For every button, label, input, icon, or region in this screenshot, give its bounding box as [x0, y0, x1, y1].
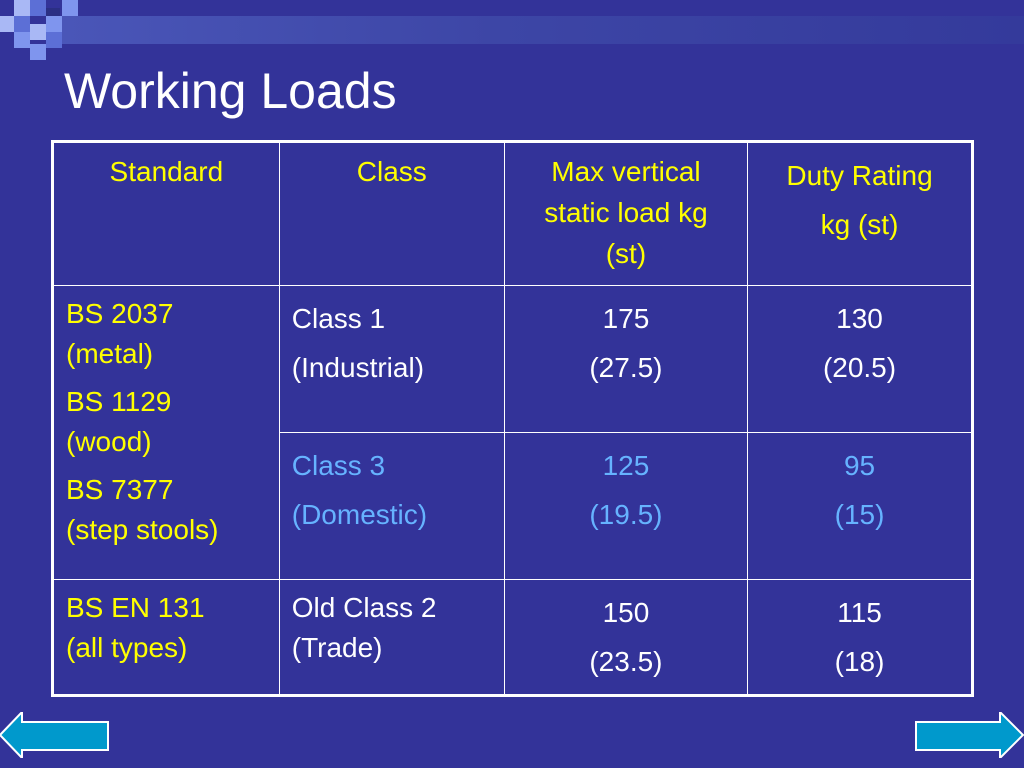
table-header-row: Standard Class Max vertical static load …	[52, 141, 973, 286]
decorative-band	[60, 16, 1024, 44]
max-load-cell: 175 (27.5)	[503, 285, 749, 433]
standard-material: (metal)	[66, 338, 154, 369]
max-load-kg: 125	[602, 450, 650, 481]
arrow-left-icon	[0, 712, 109, 758]
class-type: (Trade)	[291, 632, 383, 663]
duty-kg: 115	[837, 597, 882, 628]
header-duty-line: Duty Rating	[786, 160, 933, 191]
next-slide-button[interactable]	[914, 712, 1024, 758]
standard-name: BS 2037	[66, 298, 174, 329]
duty-st: (18)	[834, 646, 885, 677]
working-loads-table: Standard Class Max vertical static load …	[51, 140, 974, 697]
class-type: (Industrial)	[291, 352, 425, 383]
duty-st: (15)	[834, 499, 885, 530]
standard-name: BS 7377	[66, 474, 174, 505]
header-max-load: Max vertical static load kg (st)	[503, 141, 749, 286]
previous-slide-button[interactable]	[0, 712, 109, 758]
class-cell: Old Class 2 (Trade)	[278, 579, 505, 696]
max-load-kg: 175	[602, 303, 650, 334]
duty-kg: 95	[843, 450, 876, 481]
class-type: (Domestic)	[291, 499, 428, 530]
max-load-kg: 150	[602, 597, 650, 628]
class-cell: Class 3 (Domestic)	[278, 432, 505, 580]
standard-material: (step stools)	[66, 514, 219, 545]
header-class: Class	[278, 141, 505, 286]
duty-cell: 130 (20.5)	[747, 285, 973, 433]
duty-cell: 95 (15)	[747, 432, 973, 580]
standard-material: (wood)	[66, 426, 152, 457]
max-load-st: (19.5)	[589, 499, 663, 530]
max-load-cell: 150 (23.5)	[503, 579, 749, 696]
max-load-st: (27.5)	[589, 352, 663, 383]
duty-cell: 115 (18)	[747, 579, 973, 696]
max-load-st: (23.5)	[589, 646, 663, 677]
header-standard: Standard	[52, 141, 280, 286]
header-duty-line: kg (st)	[820, 209, 899, 240]
class-name: Old Class 2	[291, 592, 437, 623]
standard-name: BS 1129	[66, 386, 172, 417]
header-class-label: Class	[356, 156, 427, 187]
header-duty-rating: Duty Rating kg (st)	[747, 141, 973, 286]
class-name: Class 1	[291, 303, 386, 334]
class-name: Class 3	[291, 450, 386, 481]
standard-material: (all types)	[66, 632, 188, 663]
duty-kg: 130	[836, 303, 883, 334]
table-row: Class 3 (Domestic) 125 (19.5) 95 (15)	[53, 432, 973, 580]
header-standard-label: Standard	[109, 156, 224, 187]
table-row: BS EN 131 (all types) Old Class 2 (Trade…	[52, 579, 973, 696]
max-load-cell: 125 (19.5)	[503, 432, 749, 580]
header-max-load-line: static load kg	[544, 197, 708, 228]
class-cell: Class 1 (Industrial)	[278, 285, 505, 433]
standard-name: BS EN 131	[66, 592, 205, 623]
slide-title: Working Loads	[64, 63, 397, 119]
arrow-right-icon	[915, 712, 1024, 758]
header-max-load-line: (st)	[605, 238, 647, 269]
standards-cell: BS 2037 (metal) BS 1129 (wood) BS 7377 (…	[52, 285, 280, 580]
standards-cell: BS EN 131 (all types)	[52, 579, 280, 696]
header-max-load-line: Max vertical	[551, 156, 701, 187]
table-row: BS 2037 (metal) BS 1129 (wood) BS 7377 (…	[52, 285, 973, 580]
duty-st: (20.5)	[822, 352, 897, 383]
